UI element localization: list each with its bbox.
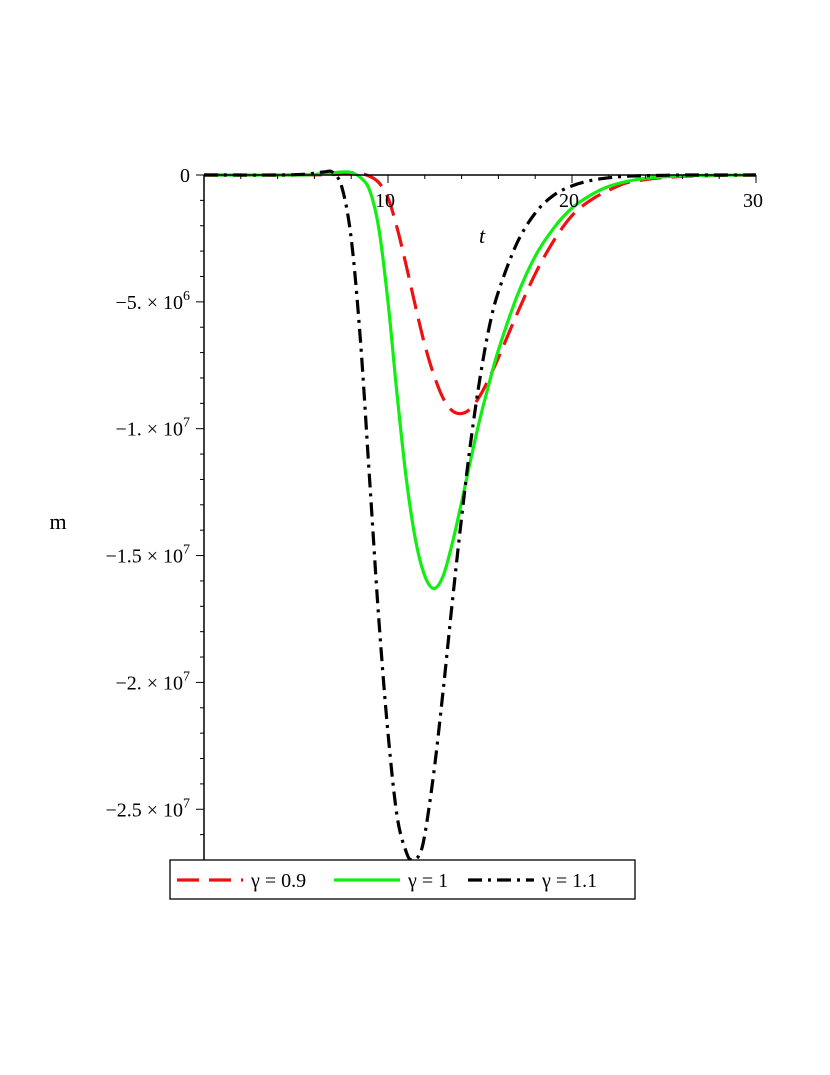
series-lines	[203, 169, 757, 862]
legend-box	[169, 859, 636, 900]
x-axis-label: t	[479, 223, 486, 248]
legend-label-2: γ = 1	[407, 870, 448, 892]
x-tick-label: 30	[743, 190, 763, 212]
y-tick-label: −5. × 106	[115, 289, 190, 314]
series-line-2	[203, 170, 757, 591]
series-line-3	[203, 169, 756, 862]
series-line-1	[203, 171, 757, 416]
y-tick-label: 0	[180, 165, 190, 187]
y-tick-label: −1. × 107	[115, 416, 190, 441]
axes: 10 20 30 0 −5. × 106 −1. × 107 −1.5 × 107 −2. ×…	[49, 165, 763, 861]
y-tick-label: −1.5 × 107	[105, 543, 190, 568]
legend-label-3: γ = 1.1	[541, 870, 597, 892]
y-tick-label: −2.5 × 107	[105, 796, 190, 821]
legend-label-1: γ = 0.9	[250, 870, 306, 892]
x-tick-label: 20	[559, 190, 579, 212]
y-tick-label: −2. × 107	[115, 669, 190, 694]
legend: γ = 0.9 γ = 1 γ = 1.1	[169, 859, 636, 900]
tick-labels: 10 20 30 0 −5. × 106 −1. × 107 −1.5 × 107 −2. ×…	[105, 165, 763, 821]
x-tick-label: 10	[375, 190, 395, 212]
y-axis-label: m	[49, 509, 66, 534]
axis-ticks	[196, 174, 757, 861]
